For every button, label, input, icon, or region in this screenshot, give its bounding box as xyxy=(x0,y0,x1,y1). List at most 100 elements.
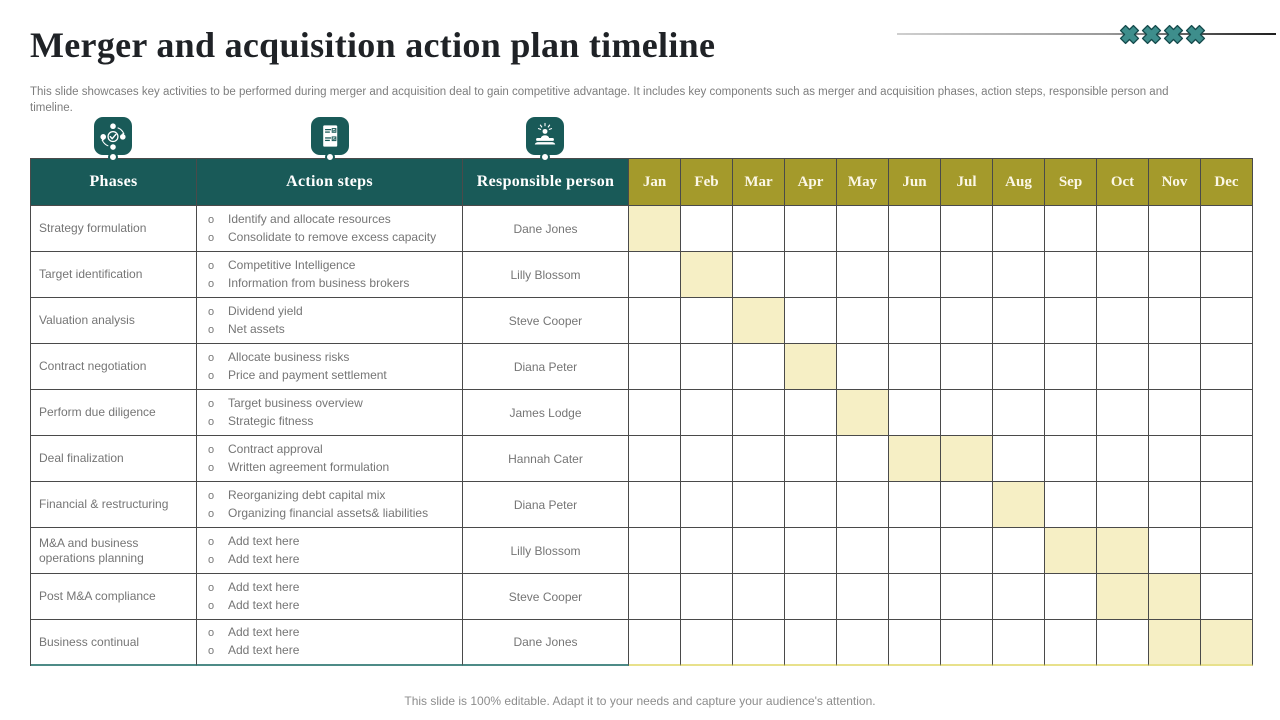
gantt-cell-may xyxy=(837,574,889,620)
gantt-cell-jun xyxy=(889,344,941,390)
gantt-cell-feb xyxy=(681,620,733,666)
gantt-cell-sep xyxy=(1045,298,1097,344)
page-title: Merger and acquisition action plan timel… xyxy=(30,25,716,65)
column-header-month-dec: Dec xyxy=(1201,159,1253,206)
column-header-month-may: May xyxy=(837,159,889,206)
responsible-person-cell: Diana Peter xyxy=(463,344,629,390)
gantt-cell-sep xyxy=(1045,390,1097,436)
gantt-cell-aug xyxy=(993,206,1045,252)
bullet-icon: o xyxy=(208,369,215,382)
gantt-cell-feb xyxy=(681,436,733,482)
column-header-month-aug: Aug xyxy=(993,159,1045,206)
bullet-icon: o xyxy=(208,277,215,290)
connector-dot xyxy=(325,152,335,162)
gantt-cell-may xyxy=(837,298,889,344)
gantt-cell-oct xyxy=(1097,298,1149,344)
gantt-cell-jun xyxy=(889,390,941,436)
gantt-cell-feb xyxy=(681,482,733,528)
bullet-icon: o xyxy=(208,553,215,566)
gantt-cell-mar xyxy=(733,436,785,482)
gantt-cell-jul xyxy=(941,344,993,390)
gantt-cell-dec xyxy=(1201,206,1253,252)
gantt-cell-jan xyxy=(629,344,681,390)
gantt-cell-aug xyxy=(993,436,1045,482)
gantt-cell-mar xyxy=(733,482,785,528)
column-header-month-apr: Apr xyxy=(785,159,837,206)
gantt-cell-jun xyxy=(889,482,941,528)
phase-cell: Post M&A compliance xyxy=(31,574,197,620)
phase-cell: Contract negotiation xyxy=(31,344,197,390)
gantt-cell-sep xyxy=(1045,528,1097,574)
gantt-cell-sep xyxy=(1045,574,1097,620)
bullet-icon: o xyxy=(208,323,215,336)
gantt-cell-mar xyxy=(733,620,785,666)
bullet-icon: o xyxy=(208,627,215,640)
gantt-cell-jul xyxy=(941,252,993,298)
bullet-icon: o xyxy=(208,507,215,520)
checklist-icon xyxy=(311,117,349,155)
gantt-cell-aug xyxy=(993,344,1045,390)
gantt-cell-jan xyxy=(629,436,681,482)
gantt-cell-dec xyxy=(1201,620,1253,666)
gantt-cell-apr xyxy=(785,482,837,528)
gantt-cell-may xyxy=(837,620,889,666)
gantt-cell-jan xyxy=(629,298,681,344)
column-header-month-jun: Jun xyxy=(889,159,941,206)
presenter-award-icon xyxy=(526,117,564,155)
gantt-cell-apr xyxy=(785,574,837,620)
gantt-cell-aug xyxy=(993,620,1045,666)
gantt-cell-apr xyxy=(785,252,837,298)
gantt-cell-may xyxy=(837,390,889,436)
phase-cell: Target identification xyxy=(31,252,197,298)
bullet-icon: o xyxy=(208,581,215,594)
gantt-cell-may xyxy=(837,528,889,574)
gantt-cell-dec xyxy=(1201,298,1253,344)
gantt-cell-nov xyxy=(1149,574,1201,620)
gantt-cell-mar xyxy=(733,298,785,344)
gantt-cell-jul xyxy=(941,206,993,252)
gantt-cell-sep xyxy=(1045,344,1097,390)
gantt-cell-nov xyxy=(1149,482,1201,528)
process-cycle-check-icon xyxy=(94,117,132,155)
bullet-icon: o xyxy=(208,443,215,456)
gantt-cell-nov xyxy=(1149,528,1201,574)
gantt-cell-apr xyxy=(785,620,837,666)
gantt-cell-jun xyxy=(889,252,941,298)
gantt-cell-mar xyxy=(733,252,785,298)
gantt-cell-nov xyxy=(1149,390,1201,436)
gantt-cell-jan xyxy=(629,482,681,528)
x-cross-icons xyxy=(1118,23,1206,46)
gantt-cell-jan xyxy=(629,252,681,298)
bullet-icon: o xyxy=(208,231,215,244)
gantt-cell-dec xyxy=(1201,528,1253,574)
gantt-cell-jun xyxy=(889,298,941,344)
bullet-icon: o xyxy=(208,351,215,364)
column-header-action-steps: Action steps xyxy=(197,159,463,206)
gantt-cell-jul xyxy=(941,482,993,528)
bullet-icon: o xyxy=(208,259,215,272)
responsible-person-icon-unit xyxy=(526,117,564,162)
column-header-month-nov: Nov xyxy=(1149,159,1201,206)
connector-dot xyxy=(540,152,550,162)
gantt-cell-dec xyxy=(1201,252,1253,298)
gantt-cell-mar xyxy=(733,574,785,620)
column-header-phases: Phases xyxy=(31,159,197,206)
gantt-cell-dec xyxy=(1201,482,1253,528)
gantt-cell-may xyxy=(837,206,889,252)
gantt-cell-dec xyxy=(1201,390,1253,436)
gantt-cell-may xyxy=(837,344,889,390)
gantt-cell-feb xyxy=(681,390,733,436)
gantt-cell-jun xyxy=(889,436,941,482)
column-header-month-oct: Oct xyxy=(1097,159,1149,206)
phase-cell: Perform due diligence xyxy=(31,390,197,436)
gantt-cell-dec xyxy=(1201,436,1253,482)
column-header-month-feb: Feb xyxy=(681,159,733,206)
gantt-cell-nov xyxy=(1149,298,1201,344)
action-steps-cell: o Contract approval o Written agreement for… xyxy=(197,436,463,482)
gantt-cell-jul xyxy=(941,574,993,620)
gantt-cell-sep xyxy=(1045,482,1097,528)
gantt-cell-oct xyxy=(1097,574,1149,620)
slide-description: This slide showcases key activities to b… xyxy=(30,86,1169,115)
responsible-person-cell: James Lodge xyxy=(463,390,629,436)
gantt-cell-feb xyxy=(681,252,733,298)
